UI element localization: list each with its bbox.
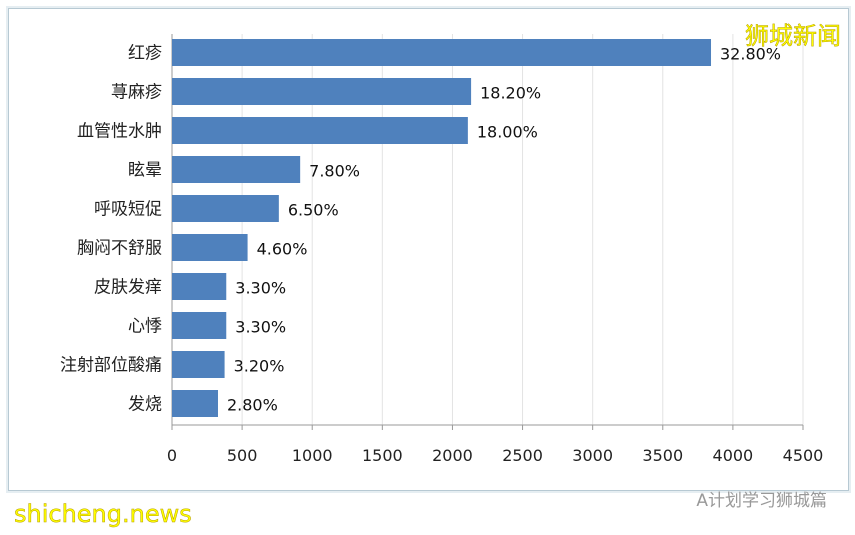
data-label: 7.80% [309,162,360,181]
category-label: 呼吸短促 [94,200,162,220]
x-tick-label: 1000 [292,446,333,465]
chart-frame [8,8,849,491]
category-label: 心悸 [128,317,162,337]
data-label: 32.80% [720,45,781,64]
data-label: 6.50% [288,201,339,220]
category-label: 注射部位酸痛 [60,356,162,376]
data-label: 4.60% [257,240,308,259]
category-label: 眩晕 [128,161,162,181]
bar [172,39,712,66]
x-tick-label: 1500 [362,446,403,465]
bar [172,195,279,222]
watermark-site: shicheng.news [14,500,192,529]
x-tick-label: 2000 [432,446,473,465]
category-label: 血管性水肿 [77,122,162,142]
watermark-top: 狮城新闻 [745,22,842,51]
x-tick-label: 3000 [572,446,613,465]
category-label: 红疹 [128,44,162,64]
data-label: 18.20% [480,84,541,103]
bar [172,156,301,183]
bar [172,351,225,378]
data-label: 3.20% [234,357,285,376]
bar [172,234,248,261]
data-label: 3.30% [235,318,286,337]
category-label: 胸闷不舒服 [77,239,162,259]
x-tick-label: 500 [227,446,258,465]
x-tick-label: 3500 [642,446,683,465]
x-tick-label: 2500 [502,446,543,465]
x-tick-label: 4000 [713,446,754,465]
data-label: 18.00% [477,123,538,142]
category-label: 荨麻疹 [111,83,162,103]
data-label: 3.30% [235,279,286,298]
bar [172,312,227,339]
bar [172,117,468,144]
category-label: 发烧 [128,395,162,415]
category-label: 皮肤发痒 [94,278,162,298]
bar [172,273,227,300]
x-tick-label: 0 [167,446,177,465]
x-tick-label: 4500 [783,446,824,465]
bar [172,78,472,105]
bar [172,390,218,417]
data-label: 2.80% [227,396,278,415]
watermark-account: A计划学习狮城篇 [696,491,827,511]
